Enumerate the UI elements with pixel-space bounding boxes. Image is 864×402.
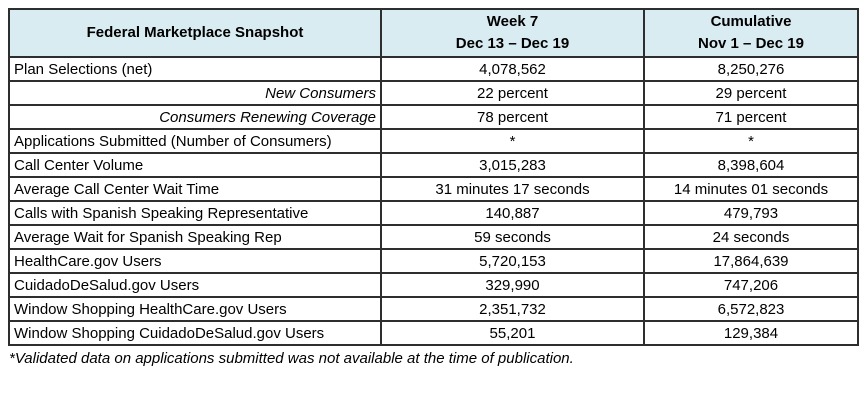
table-row: Average Call Center Wait Time 31 minutes… xyxy=(8,176,859,202)
row-cumulative-value: 8,250,276 xyxy=(643,56,859,82)
row-cumulative-value: 6,572,823 xyxy=(643,296,859,322)
cumulative-column-date-range: Nov 1 – Dec 19 xyxy=(698,35,804,52)
row-label: HealthCare.gov Users xyxy=(8,248,382,274)
table-header-row: Federal Marketplace Snapshot Week 7 Dec … xyxy=(8,8,859,58)
row-label: Calls with Spanish Speaking Representati… xyxy=(8,200,382,226)
row-label: Plan Selections (net) xyxy=(8,56,382,82)
row-cumulative-value: 747,206 xyxy=(643,272,859,298)
cumulative-column-label: Cumulative xyxy=(710,13,792,30)
week-column-header: Week 7 Dec 13 – Dec 19 xyxy=(380,8,645,58)
row-cumulative-value: 129,384 xyxy=(643,320,859,346)
row-label: CuidadoDeSalud.gov Users xyxy=(8,272,382,298)
table-row: Window Shopping CuidadoDeSalud.gov Users… xyxy=(8,320,859,346)
row-label: Applications Submitted (Number of Consum… xyxy=(8,128,382,154)
row-cumulative-value: 17,864,639 xyxy=(643,248,859,274)
row-label: Call Center Volume xyxy=(8,152,382,178)
row-week-value: 329,990 xyxy=(380,272,645,298)
row-label: Average Wait for Spanish Speaking Rep xyxy=(8,224,382,250)
table-row: New Consumers 22 percent 29 percent xyxy=(8,80,859,106)
row-week-value: * xyxy=(380,128,645,154)
row-label: Consumers Renewing Coverage xyxy=(8,104,382,130)
table-row: Consumers Renewing Coverage 78 percent 7… xyxy=(8,104,859,130)
row-cumulative-value: 14 minutes 01 seconds xyxy=(643,176,859,202)
table-row: CuidadoDeSalud.gov Users 329,990 747,206 xyxy=(8,272,859,298)
table-row: Plan Selections (net) 4,078,562 8,250,27… xyxy=(8,56,859,82)
table-row: Window Shopping HealthCare.gov Users 2,3… xyxy=(8,296,859,322)
table-row: Calls with Spanish Speaking Representati… xyxy=(8,200,859,226)
row-cumulative-value: 29 percent xyxy=(643,80,859,106)
row-week-value: 3,015,283 xyxy=(380,152,645,178)
row-week-value: 31 minutes 17 seconds xyxy=(380,176,645,202)
week-column-label: Week 7 xyxy=(486,13,539,30)
footnote: *Validated data on applications submitte… xyxy=(9,350,574,367)
table-row: Average Wait for Spanish Speaking Rep 59… xyxy=(8,224,859,250)
row-week-value: 55,201 xyxy=(380,320,645,346)
table-title: Federal Marketplace Snapshot xyxy=(86,24,304,41)
table-title-header: Federal Marketplace Snapshot xyxy=(8,8,382,58)
cumulative-column-header: Cumulative Nov 1 – Dec 19 xyxy=(643,8,859,58)
week-column-date-range: Dec 13 – Dec 19 xyxy=(455,35,570,52)
row-label: Window Shopping CuidadoDeSalud.gov Users xyxy=(8,320,382,346)
row-week-value: 140,887 xyxy=(380,200,645,226)
row-week-value: 5,720,153 xyxy=(380,248,645,274)
row-week-value: 2,351,732 xyxy=(380,296,645,322)
federal-marketplace-snapshot-table: Federal Marketplace Snapshot Week 7 Dec … xyxy=(8,8,859,346)
row-week-value: 78 percent xyxy=(380,104,645,130)
page: Federal Marketplace Snapshot Week 7 Dec … xyxy=(0,8,864,402)
row-label: Window Shopping HealthCare.gov Users xyxy=(8,296,382,322)
row-cumulative-value: 479,793 xyxy=(643,200,859,226)
row-cumulative-value: 71 percent xyxy=(643,104,859,130)
row-week-value: 4,078,562 xyxy=(380,56,645,82)
row-label: Average Call Center Wait Time xyxy=(8,176,382,202)
row-label: New Consumers xyxy=(8,80,382,106)
row-week-value: 59 seconds xyxy=(380,224,645,250)
table-row: HealthCare.gov Users 5,720,153 17,864,63… xyxy=(8,248,859,274)
row-cumulative-value: 24 seconds xyxy=(643,224,859,250)
row-week-value: 22 percent xyxy=(380,80,645,106)
table-row: Call Center Volume 3,015,283 8,398,604 xyxy=(8,152,859,178)
row-cumulative-value: 8,398,604 xyxy=(643,152,859,178)
row-cumulative-value: * xyxy=(643,128,859,154)
table-row: Applications Submitted (Number of Consum… xyxy=(8,128,859,154)
